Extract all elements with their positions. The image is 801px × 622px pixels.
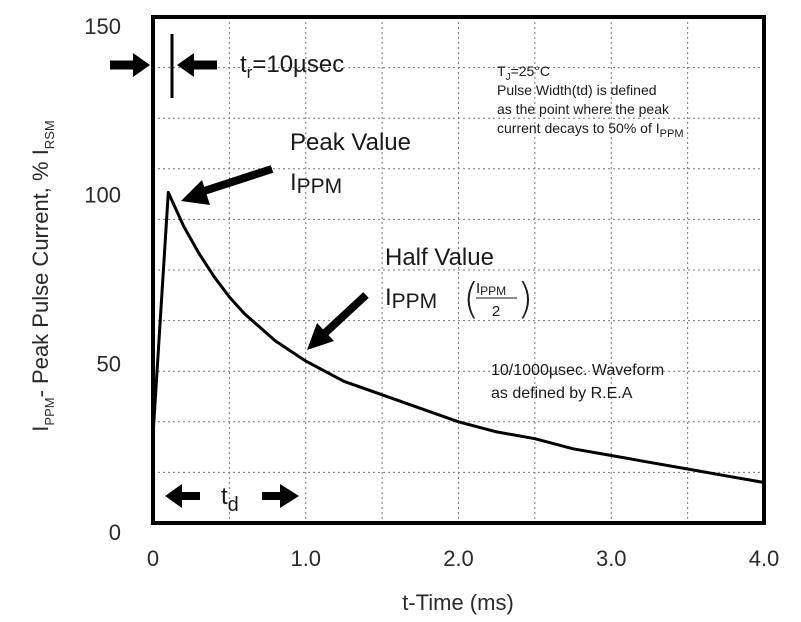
td-label: td <box>221 483 239 516</box>
peak-ippm-label: IPPM <box>290 169 342 198</box>
pulse-width-line-2: as the point where the peak <box>497 101 670 117</box>
tr-right-arrow-head <box>177 53 194 77</box>
y-tick-label: 0 <box>109 520 121 545</box>
pulse-current-curve <box>151 190 765 484</box>
tr-left-arrow-head <box>133 53 150 77</box>
peak-value-label: Peak Value <box>290 129 411 156</box>
x-tick-label: 2.0 <box>443 546 474 571</box>
peak-arrow <box>181 165 274 205</box>
half-arrow <box>307 292 369 350</box>
plot-frame <box>151 15 766 525</box>
y-tick-labels: 0 50 100 150 <box>84 14 121 545</box>
td-left-arrow-head <box>165 484 182 508</box>
fraction-right-paren: ) <box>517 274 533 323</box>
pulse-width-line-3: current decays to 50% of IPPM <box>497 120 683 140</box>
fraction-left-paren: ( <box>463 274 479 323</box>
conditions-note: TJ=25°C Pulse Width(td) is defined as th… <box>497 63 683 140</box>
peak-arrow-head <box>181 180 210 205</box>
half-arrow-shaft <box>322 292 369 336</box>
pulse-width-line-1: Pulse Width(td) is defined <box>497 82 657 98</box>
y-tick-label: 150 <box>84 14 121 39</box>
peak-arrow-shaft <box>196 165 274 197</box>
half-fraction: ( IPPM 2 ) <box>463 274 533 323</box>
x-tick-label: 1.0 <box>290 546 321 571</box>
y-axis-title: IPPM- Peak Pulse Current, % IRSM <box>28 120 57 431</box>
waveform-note-line-2: as defined by R.E.A <box>491 385 633 402</box>
fraction-denominator: 2 <box>492 303 500 320</box>
x-tick-labels: 0 1.0 2.0 3.0 4.0 <box>147 546 779 571</box>
y-tick-label: 50 <box>97 351 121 376</box>
td-right-arrow-head <box>280 484 299 508</box>
tr-marker <box>110 34 217 98</box>
tj-label: TJ=25°C <box>497 63 550 83</box>
half-ippm-label: IPPM <box>385 284 437 313</box>
half-value-label: Half Value <box>385 244 494 271</box>
x-axis-title: t-Time (ms) <box>402 590 514 615</box>
x-tick-label: 0 <box>147 546 159 571</box>
y-tick-label: 100 <box>84 183 121 208</box>
half-arrow-head <box>307 323 334 350</box>
fraction-numerator: IPPM <box>476 280 506 298</box>
tr-label: tr=10µsec <box>240 51 344 82</box>
td-marker <box>165 484 299 508</box>
waveform-note-line-1: 10/1000µsec. Waveform <box>491 362 664 379</box>
x-tick-label: 3.0 <box>596 546 627 571</box>
x-tick-label: 4.0 <box>749 546 780 571</box>
